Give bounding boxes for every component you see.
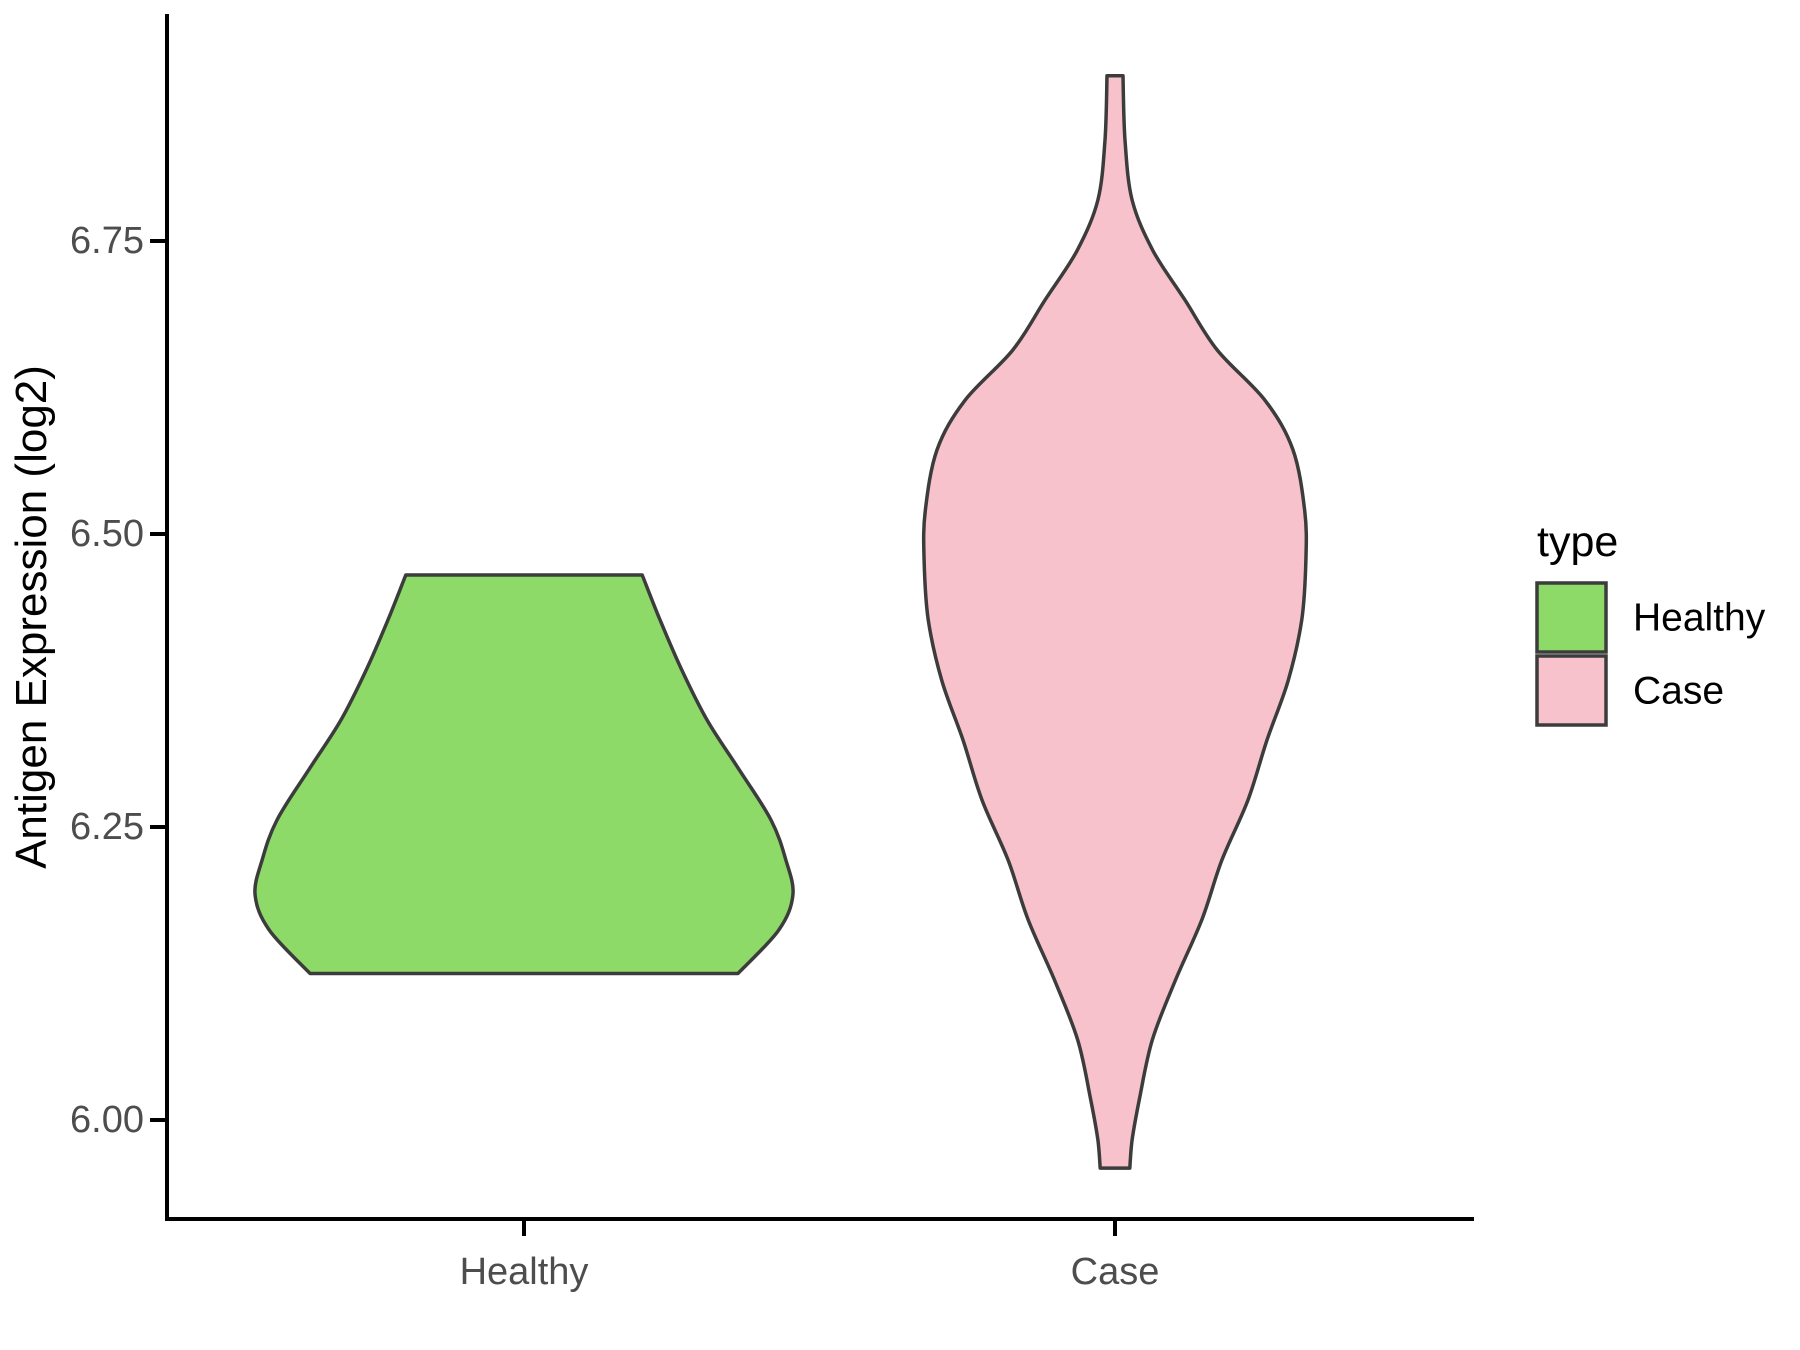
violin-healthy xyxy=(253,573,795,976)
x-tick-label: Healthy xyxy=(460,1251,589,1293)
violins-group xyxy=(253,73,1309,1170)
legend-label-healthy: Healthy xyxy=(1633,597,1766,640)
legend-key-healthy xyxy=(1535,581,1608,654)
legend: type Healthy Case xyxy=(1535,518,1766,727)
x-tick-label: Case xyxy=(1071,1251,1160,1293)
legend-key-case xyxy=(1535,654,1608,727)
legend-title: type xyxy=(1537,518,1618,566)
y-tick-label: 6.00 xyxy=(70,1099,144,1141)
y-tick-label: 6.50 xyxy=(70,513,144,555)
violin-case xyxy=(921,73,1309,1170)
x-ticks-group: Healthy Case xyxy=(460,1219,1160,1293)
legend-label-case: Case xyxy=(1633,670,1724,713)
y-axis-title: Antigen Expression (log2) xyxy=(7,365,56,869)
y-tick-label: 6.25 xyxy=(70,806,144,848)
y-tick-label: 6.75 xyxy=(70,220,144,262)
y-ticks-group: 6.00 6.25 6.50 6.75 xyxy=(70,220,167,1141)
